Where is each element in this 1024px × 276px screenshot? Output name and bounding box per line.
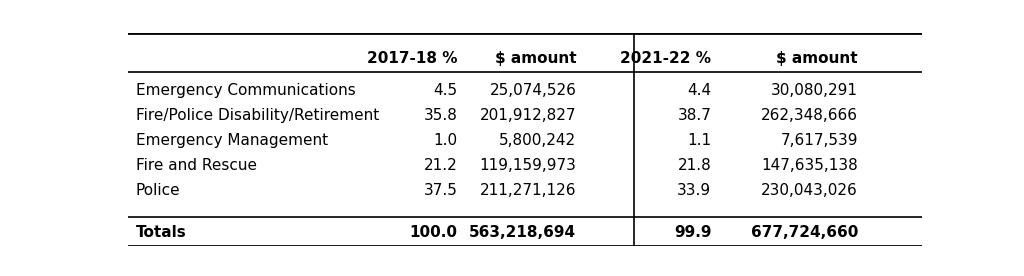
Text: 35.8: 35.8 bbox=[424, 108, 458, 123]
Text: 100.0: 100.0 bbox=[410, 225, 458, 240]
Text: 147,635,138: 147,635,138 bbox=[762, 158, 858, 173]
Text: Totals: Totals bbox=[136, 225, 186, 240]
Text: $ amount: $ amount bbox=[776, 51, 858, 66]
Text: Police: Police bbox=[136, 183, 180, 198]
Text: 211,271,126: 211,271,126 bbox=[480, 183, 577, 198]
Text: 230,043,026: 230,043,026 bbox=[762, 183, 858, 198]
Text: Fire and Rescue: Fire and Rescue bbox=[136, 158, 257, 173]
Text: 33.9: 33.9 bbox=[677, 183, 712, 198]
Text: 37.5: 37.5 bbox=[424, 183, 458, 198]
Text: 7,617,539: 7,617,539 bbox=[780, 133, 858, 148]
Text: 563,218,694: 563,218,694 bbox=[469, 225, 577, 240]
Text: 38.7: 38.7 bbox=[678, 108, 712, 123]
Text: 119,159,973: 119,159,973 bbox=[479, 158, 577, 173]
Text: 25,074,526: 25,074,526 bbox=[489, 83, 577, 98]
Text: Emergency Management: Emergency Management bbox=[136, 133, 328, 148]
Text: 2017-18 %: 2017-18 % bbox=[367, 51, 458, 66]
Text: 4.5: 4.5 bbox=[433, 83, 458, 98]
Text: 201,912,827: 201,912,827 bbox=[480, 108, 577, 123]
Text: 2021-22 %: 2021-22 % bbox=[621, 51, 712, 66]
Text: 99.9: 99.9 bbox=[674, 225, 712, 240]
Text: 262,348,666: 262,348,666 bbox=[761, 108, 858, 123]
Text: 21.8: 21.8 bbox=[678, 158, 712, 173]
Text: Emergency Communications: Emergency Communications bbox=[136, 83, 355, 98]
Text: 677,724,660: 677,724,660 bbox=[751, 225, 858, 240]
Text: 30,080,291: 30,080,291 bbox=[771, 83, 858, 98]
Text: $ amount: $ amount bbox=[495, 51, 577, 66]
Text: Fire/Police Disability/Retirement: Fire/Police Disability/Retirement bbox=[136, 108, 379, 123]
Text: 1.0: 1.0 bbox=[433, 133, 458, 148]
Text: 1.1: 1.1 bbox=[687, 133, 712, 148]
Text: 21.2: 21.2 bbox=[424, 158, 458, 173]
Text: 4.4: 4.4 bbox=[687, 83, 712, 98]
Text: 5,800,242: 5,800,242 bbox=[500, 133, 577, 148]
